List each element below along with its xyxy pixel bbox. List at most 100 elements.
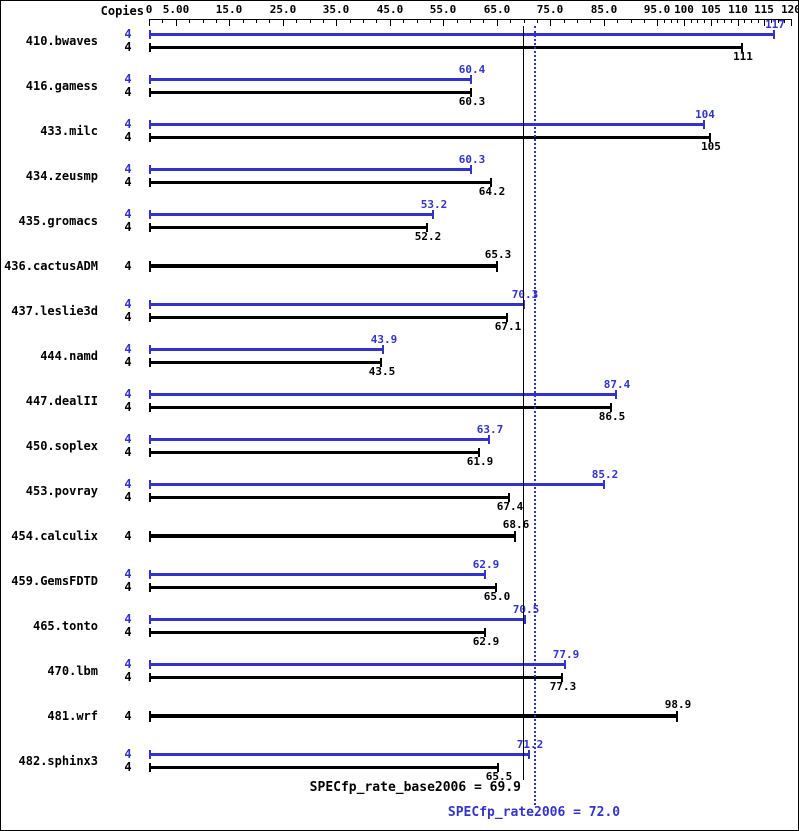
- bar-endcap-left: [149, 750, 151, 759]
- x-axis-minor-tick: [784, 19, 785, 23]
- x-axis-minor-tick: [510, 19, 511, 23]
- base-bar: [149, 496, 510, 499]
- x-axis-minor-tick: [363, 19, 364, 23]
- base-bar: [149, 451, 480, 454]
- peak-value-label: 77.9: [552, 648, 580, 661]
- x-axis-tick-label: 65.0: [483, 3, 511, 16]
- copies-value: 4: [124, 747, 132, 761]
- base-value-label: 65.0: [483, 590, 511, 603]
- peak-value-label: 60.3: [458, 153, 486, 166]
- base-bar: [149, 181, 492, 184]
- peak-bar: [149, 438, 490, 441]
- copies-value: 4: [124, 625, 132, 639]
- x-axis-minor-tick: [256, 19, 257, 23]
- x-axis-minor-tick: [631, 19, 632, 23]
- base-bar: [149, 586, 497, 589]
- copies-value: 4: [124, 342, 132, 356]
- base-value-label: 62.9: [472, 635, 500, 648]
- benchmark-name: 453.povray: [25, 484, 98, 498]
- bar-endcap-right: [528, 750, 530, 759]
- copies-value: 4: [124, 310, 132, 324]
- copies-value: 4: [124, 220, 132, 234]
- peak-bar: [149, 573, 486, 576]
- peak-bar: [149, 348, 384, 351]
- base-value-label: 67.4: [496, 500, 524, 513]
- bar-endcap-left: [149, 345, 151, 354]
- base-value-label: 61.9: [466, 455, 494, 468]
- x-axis-major-tick: [711, 19, 712, 26]
- peak-value-label: 53.2: [420, 198, 448, 211]
- copies-value: 4: [124, 355, 132, 369]
- peak-value-label: 70.3: [511, 288, 539, 301]
- x-axis-minor-tick: [751, 19, 752, 23]
- base-bar: [149, 714, 678, 718]
- bar-endcap-right: [470, 165, 472, 174]
- peak-bar: [149, 213, 434, 216]
- x-axis-minor-tick: [323, 19, 324, 23]
- x-axis-tick-label: 120: [781, 3, 799, 16]
- copies-value: 4: [124, 477, 132, 491]
- bar-endcap-left: [149, 711, 151, 722]
- copies-value: 4: [124, 259, 132, 273]
- copies-value: 4: [124, 27, 132, 41]
- x-axis-minor-tick: [617, 19, 618, 23]
- peak-bar: [149, 168, 472, 171]
- benchmark-name: 416.gamess: [25, 79, 98, 93]
- x-axis-minor-tick: [717, 19, 718, 23]
- x-axis-major-tick: [764, 19, 765, 26]
- x-axis-major-tick: [684, 19, 685, 26]
- peak-value-label: 85.2: [591, 468, 619, 481]
- copies-header-label: Copies: [100, 4, 144, 18]
- bar-endcap-left: [149, 261, 151, 272]
- copies-value: 4: [124, 567, 132, 581]
- bar-endcap-left: [149, 660, 151, 669]
- benchmark-name: 450.soplex: [25, 439, 98, 453]
- bar-endcap-left: [149, 120, 151, 129]
- bar-endcap-right: [426, 223, 428, 232]
- x-axis-major-tick: [738, 19, 739, 26]
- base-bar: [149, 136, 711, 139]
- bar-endcap-left: [149, 178, 151, 187]
- base-value-label: 86.5: [598, 410, 626, 423]
- x-axis-minor-tick: [376, 19, 377, 23]
- base-bar: [149, 361, 382, 364]
- copies-value: 4: [124, 760, 132, 774]
- bar-endcap-left: [149, 43, 151, 52]
- base-bar: [149, 534, 516, 538]
- copies-value: 4: [124, 400, 132, 414]
- peak-summary: SPECfp_rate2006 = 72.0: [447, 805, 621, 820]
- bar-endcap-right: [564, 660, 566, 669]
- x-axis-minor-tick: [350, 19, 351, 23]
- bar-endcap-right: [506, 313, 508, 322]
- x-axis-minor-tick: [577, 19, 578, 23]
- copies-value: 4: [124, 207, 132, 221]
- copies-value: 4: [124, 432, 132, 446]
- bar-endcap-left: [149, 165, 151, 174]
- copies-value: 4: [124, 297, 132, 311]
- peak-value-label: 62.9: [472, 558, 500, 571]
- x-axis-tick-label: 95.0: [643, 3, 671, 16]
- peak-value-label: 60.4: [458, 63, 486, 76]
- x-axis-minor-tick: [677, 19, 678, 23]
- x-axis-minor-tick: [731, 19, 732, 23]
- copies-value: 4: [124, 490, 132, 504]
- bar-endcap-left: [149, 615, 151, 624]
- base-value-label: 98.9: [664, 698, 692, 711]
- x-axis-minor-tick: [162, 19, 163, 23]
- bar-endcap-right: [478, 448, 480, 457]
- base-value-label: 64.2: [478, 185, 506, 198]
- x-axis-major-tick: [497, 19, 498, 26]
- peak-bar: [149, 123, 705, 126]
- peak-value-label: 87.4: [603, 378, 631, 391]
- peak-value-label: 43.9: [370, 333, 398, 346]
- copies-value: 4: [124, 612, 132, 626]
- peak-bar: [149, 33, 775, 36]
- x-axis-minor-tick: [778, 19, 779, 23]
- copies-value: 4: [124, 709, 132, 723]
- x-axis-minor-tick: [671, 19, 672, 23]
- x-axis-tick-label: 75.0: [536, 3, 564, 16]
- bar-endcap-left: [149, 583, 151, 592]
- x-axis-minor-tick: [537, 19, 538, 23]
- bar-endcap-right: [490, 178, 492, 187]
